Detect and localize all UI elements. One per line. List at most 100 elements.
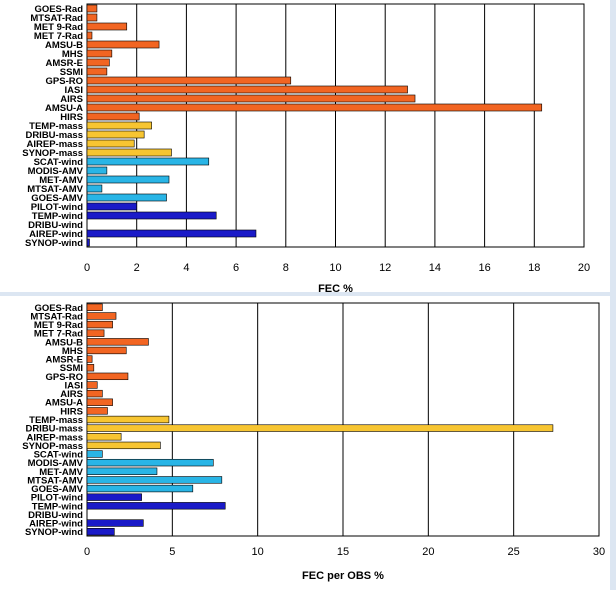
- fec-chart-panel: 0 2 4 6 8 10 12 14 16 18 20 GOES-Rad MTSAT-Rad MET 9-…: [0, 0, 616, 296]
- category-label: MODIS-AMV: [28, 458, 84, 469]
- category-label: SYNOP-wind: [25, 238, 83, 249]
- category-label: MET 7-Rad: [34, 31, 83, 42]
- category-label: SYNOP-mass: [22, 148, 83, 159]
- category-label: AIREP-mass: [27, 139, 84, 150]
- category-label: MET-AMV: [39, 467, 83, 478]
- category-label: AIRS: [60, 389, 83, 400]
- bar: [86, 40, 160, 49]
- bar: [86, 519, 144, 527]
- bar: [86, 398, 113, 406]
- category-label: MHS: [62, 346, 83, 357]
- bar: [86, 528, 115, 536]
- bar: [86, 49, 113, 58]
- bar: [86, 202, 138, 211]
- x-tick-label: 6: [233, 262, 239, 274]
- bar: [86, 381, 98, 389]
- category-label: TEMP-mass: [29, 121, 83, 132]
- bar: [86, 112, 140, 121]
- bar: [86, 467, 158, 475]
- category-label: SSMI: [60, 363, 83, 374]
- category-label: HIRS: [60, 406, 83, 417]
- x-tick-label: 5: [169, 546, 175, 558]
- category-label: GOES-AMV: [31, 193, 83, 204]
- bar: [86, 130, 145, 139]
- x-tick-label: 14: [429, 262, 441, 274]
- x-tick-label: 20: [422, 546, 434, 558]
- bar: [86, 364, 95, 372]
- bar: [86, 103, 543, 112]
- bar: [86, 139, 135, 148]
- category-label: PILOT-wind: [31, 493, 83, 504]
- category-label: MET-AMV: [39, 175, 83, 186]
- bar: [86, 329, 105, 337]
- bar: [86, 441, 161, 450]
- x-tick-label: 8: [283, 262, 289, 274]
- x-tick-label: 16: [478, 262, 490, 274]
- category-label: SSMI: [60, 67, 83, 78]
- category-label: AMSU-B: [45, 40, 83, 51]
- category-label: AMSU-A: [45, 103, 83, 114]
- category-label: SCAT-wind: [34, 450, 84, 461]
- bar: [86, 389, 103, 398]
- x-tick-label: 10: [329, 262, 341, 274]
- category-label: MTSAT-Rad: [30, 13, 83, 24]
- category-label: DRIBU-wind: [28, 220, 83, 231]
- category-label: SYNOP-mass: [22, 441, 83, 452]
- bar: [86, 320, 113, 329]
- bar: [86, 13, 98, 22]
- bar: [86, 58, 110, 67]
- fec-per-obs-chart-panel: 0 5 10 15 20 25 30 GOES-Rad MTSAT-Rad MET 9-Rad ME…: [0, 296, 616, 590]
- x-tick-label: 10: [252, 546, 264, 558]
- category-label: GOES-AMV: [31, 484, 83, 495]
- category-label: TEMP-wind: [32, 501, 83, 512]
- category-label: AIREP-wind: [29, 519, 83, 530]
- bar: [86, 415, 170, 424]
- category-label: PILOT-wind: [31, 202, 83, 213]
- bar: [86, 458, 214, 467]
- bar: [86, 22, 128, 31]
- category-label: HIRS: [60, 112, 83, 123]
- category-label: MET 9-Rad: [34, 22, 83, 33]
- category-label: AIREP-mass: [27, 432, 84, 443]
- x-tick-label: 18: [528, 262, 540, 274]
- category-label: TEMP-mass: [29, 415, 83, 426]
- category-label: MTSAT-Rad: [30, 311, 83, 322]
- bar: [86, 493, 142, 501]
- category-label: AIREP-wind: [29, 229, 83, 240]
- category-label: AIRS: [60, 94, 83, 105]
- category-label: DRIBU-mass: [25, 424, 83, 435]
- bar: [86, 4, 98, 13]
- category-label: AMSU-B: [45, 337, 83, 348]
- category-label: DRIBU-wind: [28, 510, 83, 521]
- bar: [86, 433, 122, 441]
- x-tick-label: 20: [578, 262, 590, 274]
- category-label: MTSAT-AMV: [27, 475, 83, 486]
- bar: [86, 229, 257, 238]
- x-tick-label: 0: [84, 546, 90, 558]
- x-tick-label: 15: [337, 546, 349, 558]
- bar: [86, 450, 103, 458]
- bar: [86, 407, 108, 415]
- bar: [86, 85, 408, 94]
- bar: [86, 211, 217, 220]
- bar: [86, 184, 103, 193]
- x-tick-label: 12: [379, 262, 391, 274]
- bar: [86, 76, 292, 85]
- x-tick-label: 25: [508, 546, 520, 558]
- bar: [86, 148, 172, 157]
- bar: [86, 121, 152, 130]
- category-label: MHS: [62, 49, 83, 60]
- bar: [86, 355, 93, 363]
- x-tick-label: 2: [134, 262, 140, 274]
- bar: [86, 338, 149, 346]
- bar: [86, 31, 93, 40]
- category-label: SCAT-wind: [34, 157, 84, 168]
- bar: [86, 157, 210, 166]
- bar: [86, 346, 127, 355]
- category-label: IASI: [65, 85, 83, 96]
- bar: [86, 484, 194, 493]
- bar: [86, 166, 108, 175]
- panel-edge: [610, 0, 616, 296]
- category-label: AMSR-E: [46, 58, 83, 69]
